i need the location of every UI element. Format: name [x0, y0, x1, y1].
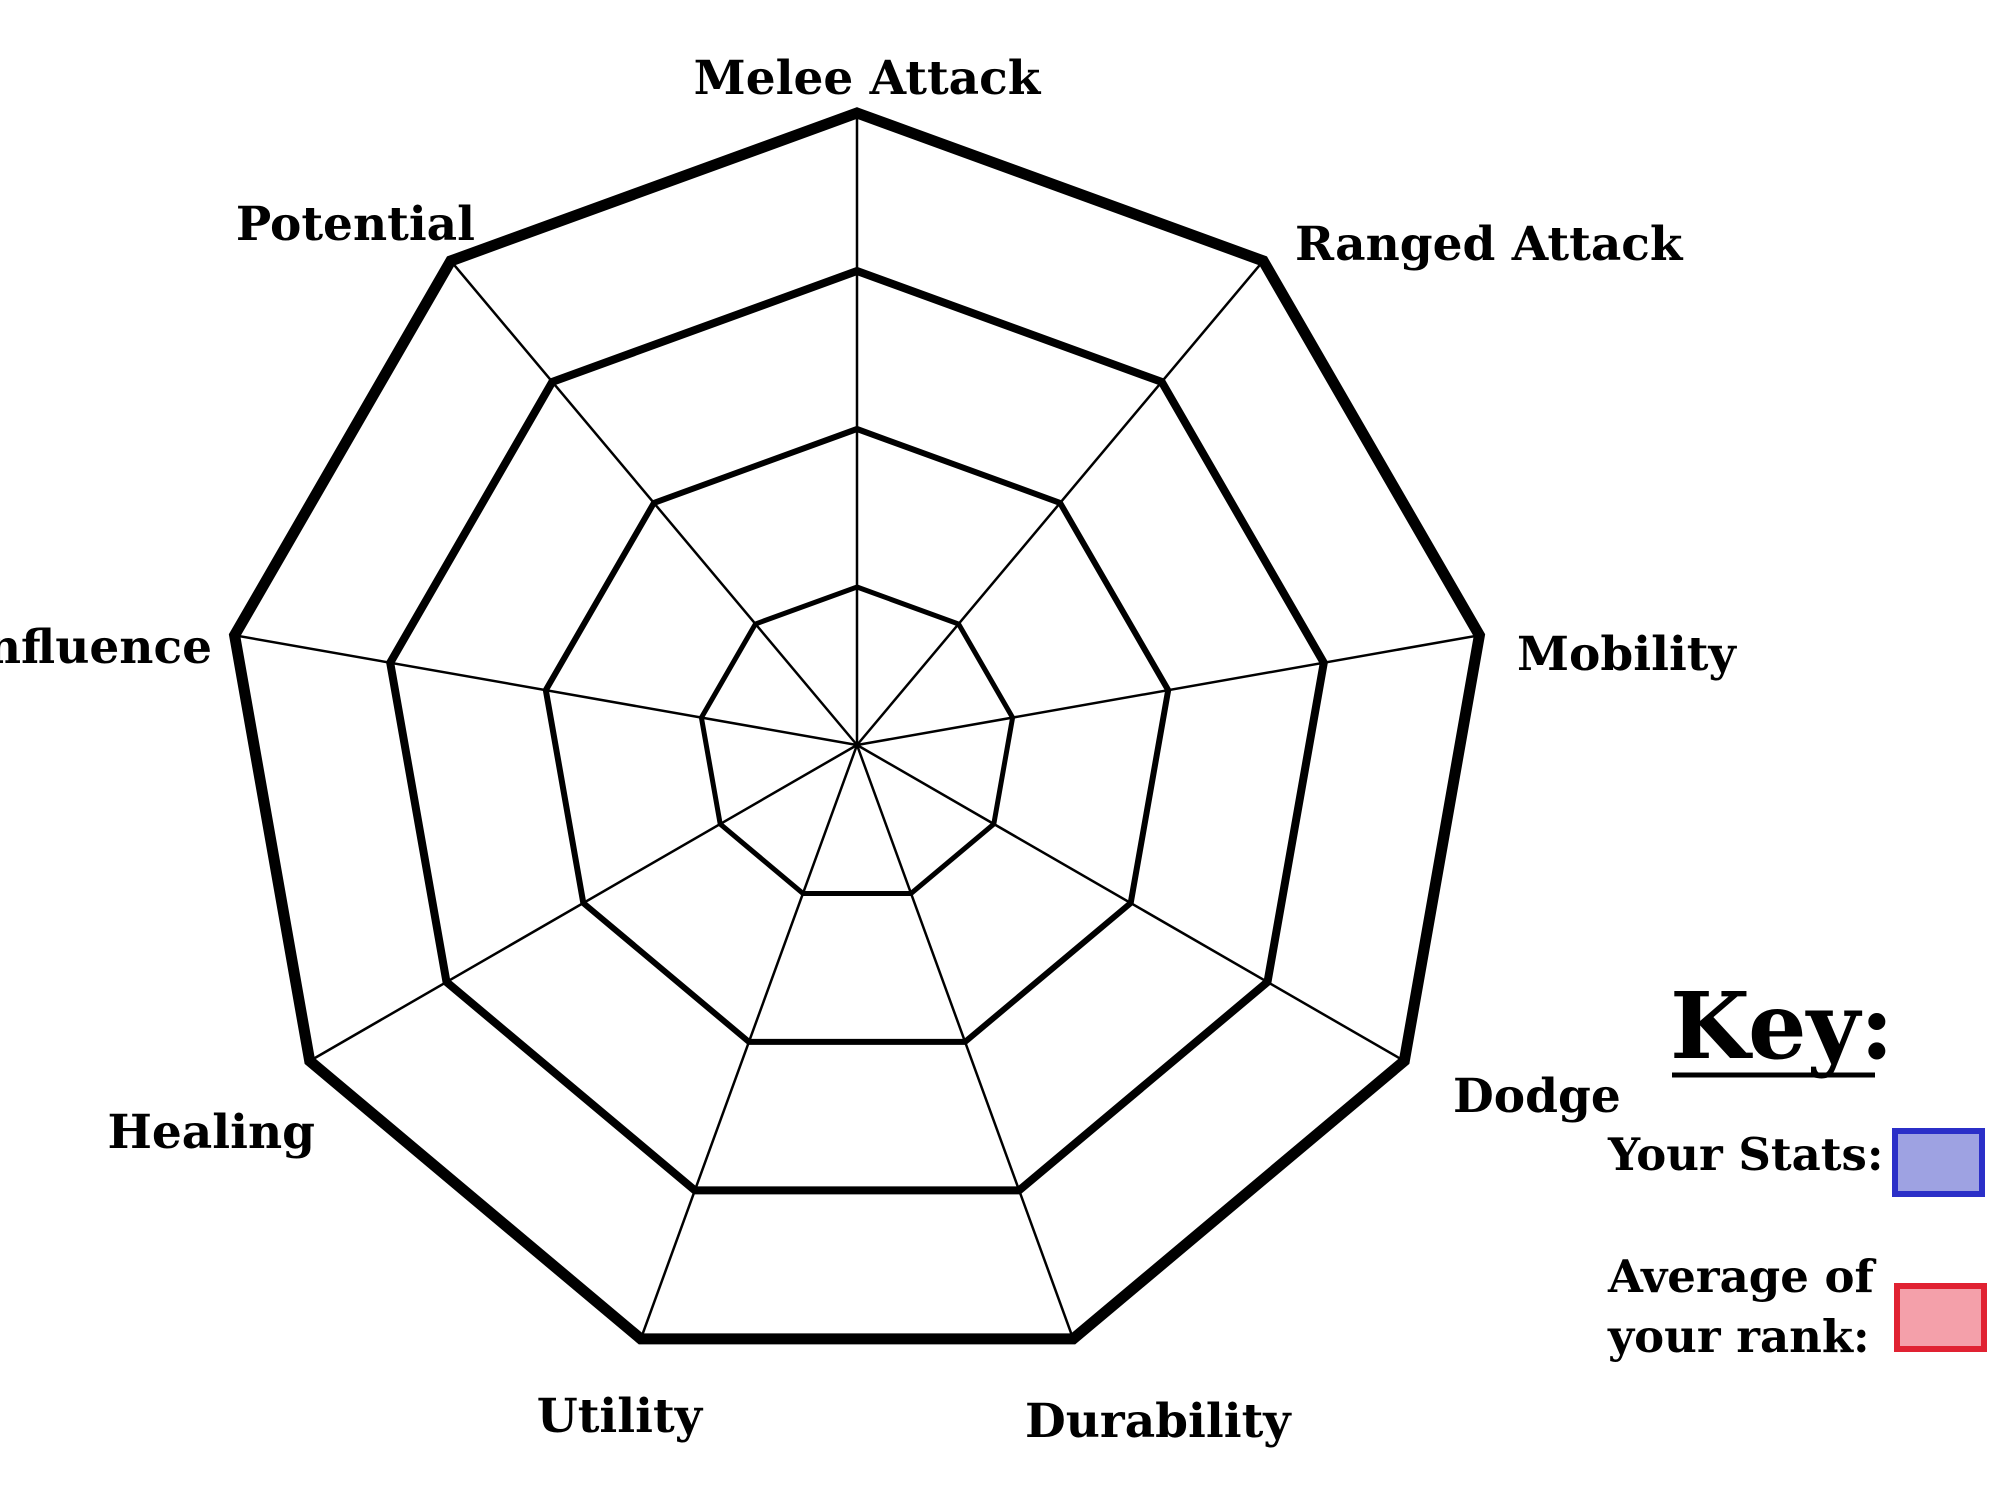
axis-labels: Melee Attack Ranged Attack Mobility Dodg…	[0, 51, 1738, 1449]
axis-label-potential: Potential	[236, 197, 475, 252]
radar-spoke-6	[639, 744, 859, 1340]
legend-label-your-stats: Your Stats:	[1607, 1128, 1884, 1181]
radar-ring-3	[386, 266, 1328, 1195]
axis-label-mobility: Mobility	[1517, 627, 1738, 682]
axis-label-healing: Healing	[107, 1105, 315, 1160]
radar-spoke-4	[856, 743, 1405, 1063]
legend-label-average-line1: Average of	[1607, 1250, 1877, 1303]
legend: Key: Your Stats: Average of your rank:	[1607, 972, 1987, 1363]
radar-spoke-2	[856, 260, 1265, 746]
radar-spoke-8	[234, 634, 858, 747]
radar-spoke-5	[855, 744, 1075, 1340]
legend-swatch-average-of-rank	[1894, 1283, 1987, 1352]
radar-spoke-9	[449, 260, 858, 746]
radar-spoke-3	[856, 634, 1480, 747]
axis-label-ranged-attack: Ranged Attack	[1295, 217, 1684, 272]
axis-label-melee-attack: Melee Attack	[694, 51, 1042, 106]
legend-swatch-your-stats	[1892, 1128, 1985, 1197]
radar-ring-1	[698, 584, 1016, 896]
axis-label-durability: Durability	[1025, 1394, 1292, 1449]
radar-spokes	[234, 113, 1480, 1340]
axis-label-influence: Influence	[0, 620, 212, 675]
legend-label-average-line2: your rank:	[1607, 1310, 1870, 1363]
axis-label-dodge: Dodge	[1453, 1069, 1621, 1124]
radar-ring-4	[228, 107, 1486, 1345]
radar-spoke-7	[309, 743, 858, 1063]
radar-rings	[228, 107, 1486, 1345]
radar-ring-2	[542, 425, 1172, 1045]
legend-title: Key:	[1670, 972, 1894, 1080]
axis-label-utility: Utility	[537, 1389, 704, 1444]
